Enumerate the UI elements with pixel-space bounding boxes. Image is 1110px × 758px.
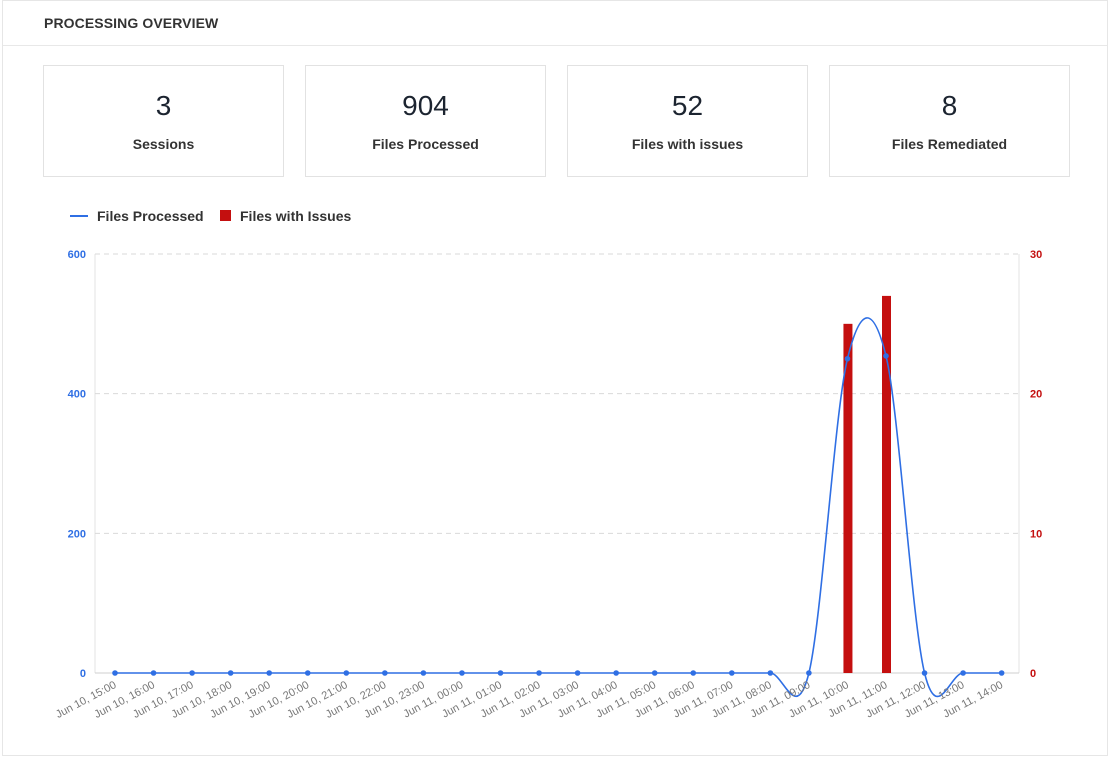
point-files-processed xyxy=(112,670,118,676)
stat-label: Files with issues xyxy=(631,136,744,152)
point-files-processed xyxy=(189,670,195,676)
point-files-processed xyxy=(613,670,619,676)
bar-swatch-icon xyxy=(220,210,231,221)
point-files-processed xyxy=(960,670,966,676)
point-files-processed xyxy=(304,670,311,676)
left-axis-tick-label: 200 xyxy=(68,528,86,540)
bar-files-with-issues xyxy=(843,323,853,673)
right-axis-tick-label: 0 xyxy=(1030,668,1036,680)
point-files-processed xyxy=(497,670,504,676)
stat-value: 8 xyxy=(941,90,958,121)
stat-label: Sessions xyxy=(132,136,195,152)
line-swatch-icon xyxy=(70,215,88,217)
point-files-processed xyxy=(651,670,658,676)
stat-card-files-remediated: 8 Files Remediated xyxy=(829,65,1070,177)
point-files-processed xyxy=(844,355,851,362)
point-files-processed xyxy=(806,670,812,676)
point-files-processed xyxy=(150,670,157,676)
point-files-processed xyxy=(536,670,542,676)
stat-card-sessions: 3 Sessions xyxy=(43,65,284,177)
point-files-processed xyxy=(343,670,350,676)
panel-header: PROCESSING OVERVIEW xyxy=(3,1,1107,46)
point-files-processed xyxy=(998,670,1005,676)
point-files-processed xyxy=(690,670,697,676)
stat-card-files-with-issues: 52 Files with issues xyxy=(567,65,808,177)
right-axis-tick-label: 20 xyxy=(1030,389,1042,401)
left-axis-tick-label: 600 xyxy=(68,249,86,261)
stat-value: 3 xyxy=(155,90,172,121)
point-files-processed xyxy=(459,670,465,676)
stat-value: 52 xyxy=(671,90,704,121)
right-axis-tick-label: 10 xyxy=(1030,528,1042,540)
legend-label: Files Processed xyxy=(97,208,204,224)
stat-label: Files Remediated xyxy=(891,136,1008,152)
point-files-processed xyxy=(266,670,273,676)
stat-value: 904 xyxy=(402,90,449,121)
legend-label: Files with Issues xyxy=(240,208,352,224)
point-files-processed xyxy=(883,353,889,359)
point-files-processed xyxy=(729,670,735,676)
point-files-processed xyxy=(767,670,774,676)
point-files-processed xyxy=(227,670,234,676)
point-files-processed xyxy=(921,670,928,676)
stat-card-files-processed: 904 Files Processed xyxy=(305,65,546,177)
right-axis-tick-label: 30 xyxy=(1030,249,1042,261)
left-axis-tick-label: 0 xyxy=(80,668,86,680)
stat-label: Files Processed xyxy=(372,136,479,152)
point-files-processed xyxy=(382,670,388,676)
left-axis-tick-label: 400 xyxy=(68,389,86,401)
point-files-processed xyxy=(420,670,427,676)
line-files-processed xyxy=(115,317,1002,698)
panel-title: PROCESSING OVERVIEW xyxy=(44,15,219,31)
point-files-processed xyxy=(574,670,581,676)
bar-files-with-issues xyxy=(882,295,891,673)
